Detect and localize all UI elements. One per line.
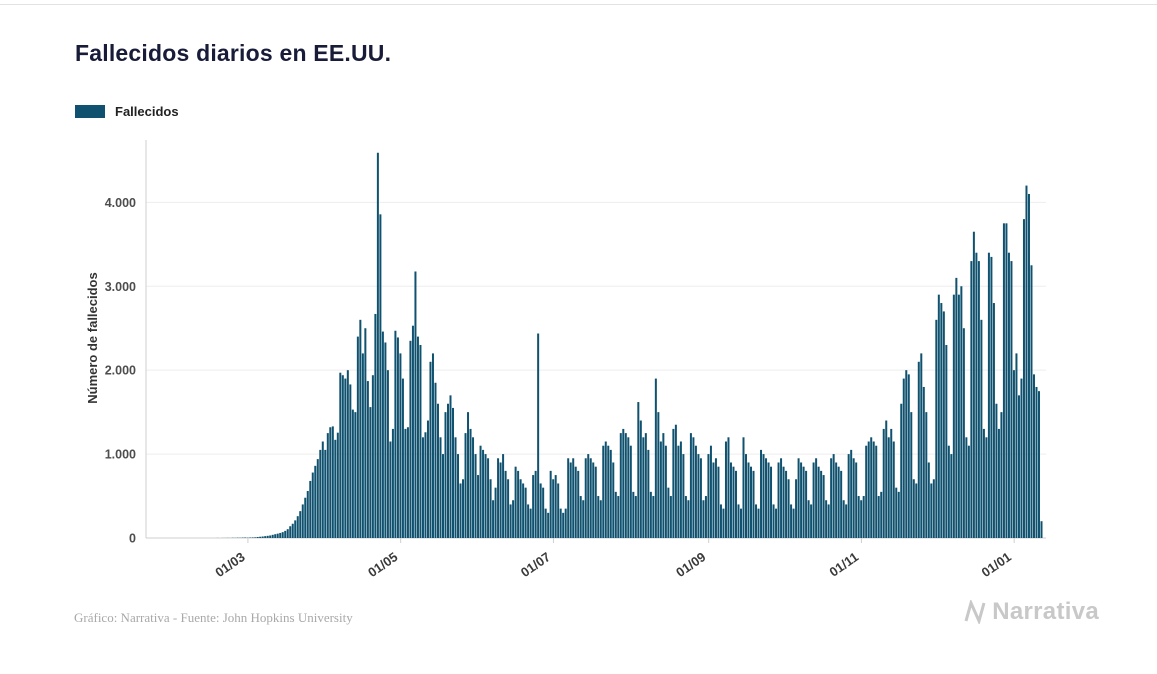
brand-logo: Narrativa bbox=[963, 598, 1099, 626]
legend-swatch bbox=[75, 105, 105, 118]
svg-text:01/11: 01/11 bbox=[826, 549, 861, 580]
svg-text:01/03: 01/03 bbox=[212, 549, 247, 580]
svg-text:01/01: 01/01 bbox=[979, 549, 1014, 580]
brand-name: Narrativa bbox=[992, 598, 1099, 625]
top-divider bbox=[0, 4, 1157, 5]
bar-chart: 0 1.000 2.000 3.000 4.000 01/03 01/05 01/07 01/0… bbox=[105, 140, 1046, 580]
svg-text:01/09: 01/09 bbox=[673, 549, 708, 580]
svg-text:4.000: 4.000 bbox=[105, 196, 136, 210]
legend-label: Fallecidos bbox=[115, 104, 179, 119]
page-title: Fallecidos diarios en EE.UU. bbox=[75, 40, 392, 66]
footer-credit: Gráfico: Narrativa - Fuente: John Hopkin… bbox=[74, 610, 353, 625]
svg-text:01/05: 01/05 bbox=[365, 549, 400, 580]
narrativa-logo-icon bbox=[964, 600, 986, 624]
svg-text:01/07: 01/07 bbox=[518, 549, 553, 580]
svg-text:2.000: 2.000 bbox=[105, 364, 136, 378]
svg-text:0: 0 bbox=[129, 532, 136, 546]
svg-text:3.000: 3.000 bbox=[105, 280, 136, 294]
svg-text:1.000: 1.000 bbox=[105, 448, 136, 462]
legend: Fallecidos bbox=[75, 104, 179, 119]
